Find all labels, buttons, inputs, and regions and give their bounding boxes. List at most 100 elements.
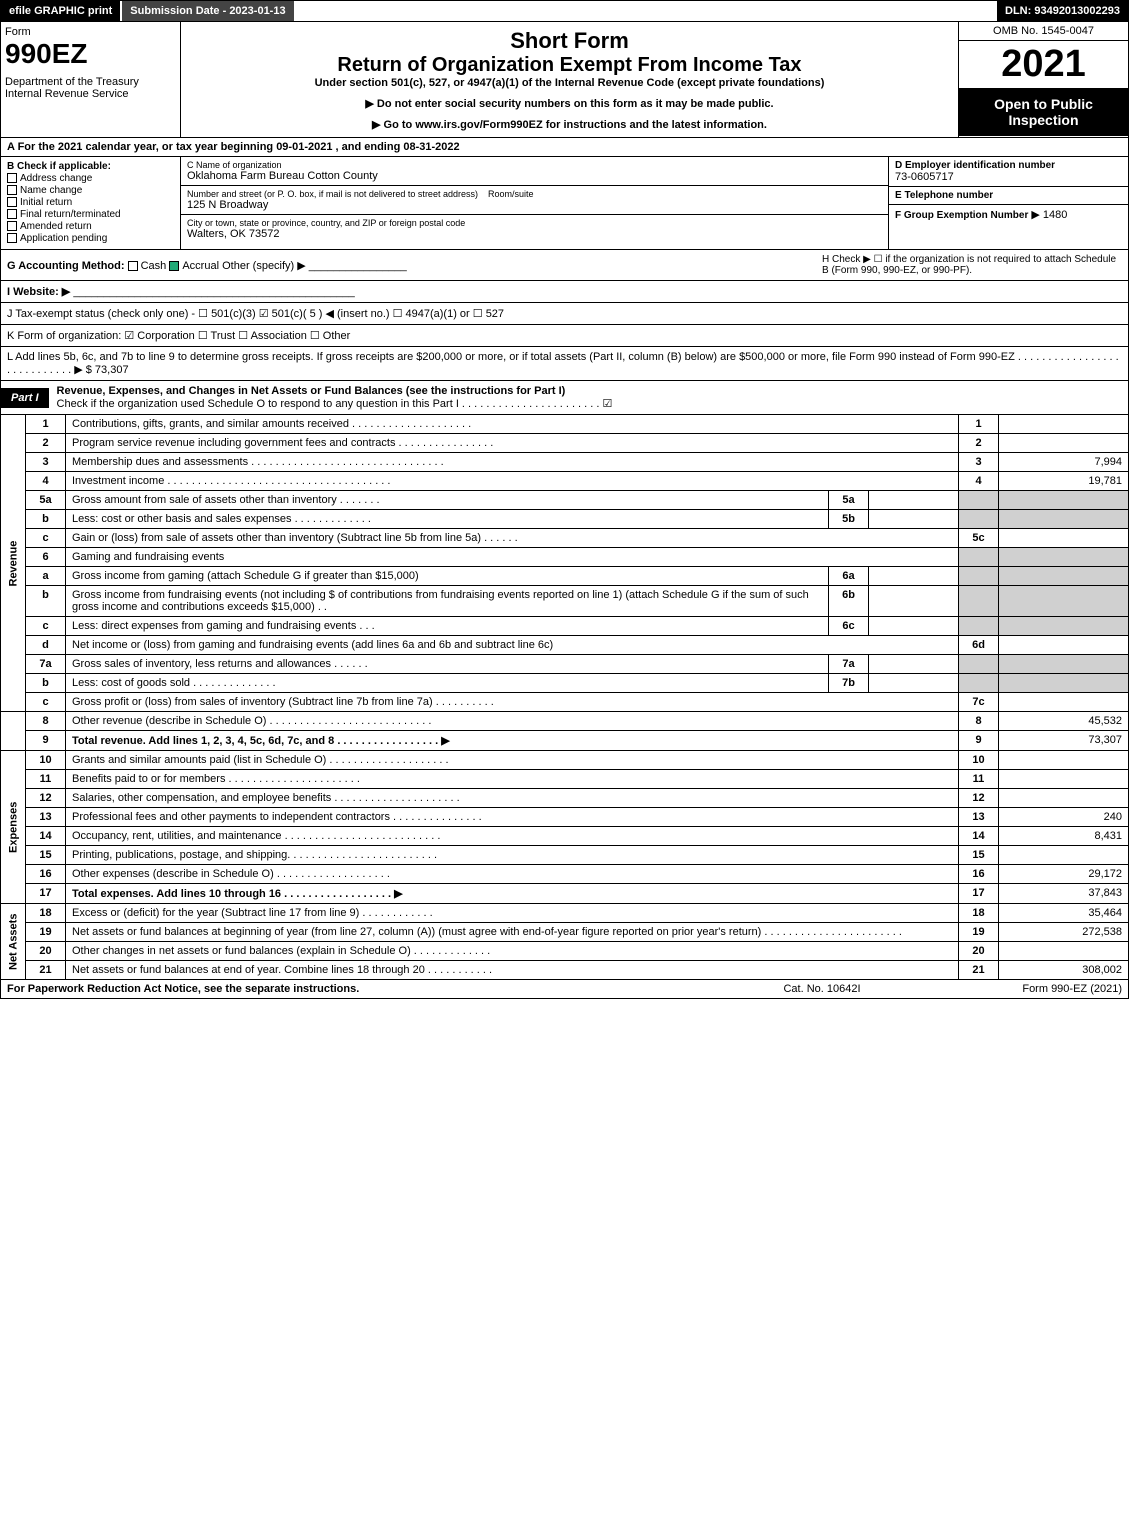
line-ref: 10 xyxy=(959,751,999,770)
line-desc: Gross income from gaming (attach Schedul… xyxy=(66,567,829,586)
line-value: 37,843 xyxy=(999,884,1129,904)
line-desc: Net income or (loss) from gaming and fun… xyxy=(66,636,959,655)
grey-cell xyxy=(959,548,999,567)
grey-cell xyxy=(999,491,1129,510)
line-value xyxy=(999,770,1129,789)
line-desc: Printing, publications, postage, and shi… xyxy=(66,846,959,865)
col-b-checkboxes: B Check if applicable: Address change Na… xyxy=(1,157,181,249)
line-desc: Gross sales of inventory, less returns a… xyxy=(66,655,829,674)
line-value: 308,002 xyxy=(999,961,1129,980)
ein: 73-0605717 xyxy=(895,171,1122,183)
line-desc: Less: cost of goods sold . . . . . . . .… xyxy=(66,674,829,693)
footer: For Paperwork Reduction Act Notice, see … xyxy=(0,980,1129,999)
line-desc: Contributions, gifts, grants, and simila… xyxy=(66,415,959,434)
footer-form-ref: Form 990-EZ (2021) xyxy=(922,983,1122,995)
cb-amended-return[interactable]: Amended return xyxy=(7,221,174,232)
mini-ref: 7b xyxy=(829,674,869,693)
line-desc: Program service revenue including govern… xyxy=(66,434,959,453)
row-l-gross-receipts: L Add lines 5b, 6c, and 7b to line 9 to … xyxy=(0,347,1129,381)
cb-address-change[interactable]: Address change xyxy=(7,173,174,184)
line-ref: 5c xyxy=(959,529,999,548)
cb-application-pending[interactable]: Application pending xyxy=(7,233,174,244)
submission-date: Submission Date - 2023-01-13 xyxy=(122,1,293,21)
dln: DLN: 93492013002293 xyxy=(997,1,1128,21)
line-num: c xyxy=(26,693,66,712)
form-label: Form xyxy=(5,26,176,38)
h-schedule-b: H Check ▶ ☐ if the organization is not r… xyxy=(822,254,1122,276)
line-value: 73,307 xyxy=(999,731,1129,751)
part-1-header: Part I Revenue, Expenses, and Changes in… xyxy=(0,381,1129,415)
line-value xyxy=(999,751,1129,770)
line-desc: Benefits paid to or for members . . . . … xyxy=(66,770,959,789)
grey-cell xyxy=(959,617,999,636)
line-ref: 15 xyxy=(959,846,999,865)
line-ref: 8 xyxy=(959,712,999,731)
part-1-check: Check if the organization used Schedule … xyxy=(57,398,613,410)
line-num: 6 xyxy=(26,548,66,567)
grey-cell xyxy=(999,674,1129,693)
c-city-label: City or town, state or province, country… xyxy=(187,218,882,228)
omb-number: OMB No. 1545-0047 xyxy=(959,22,1128,41)
footer-left: For Paperwork Reduction Act Notice, see … xyxy=(7,983,722,995)
g-other[interactable]: Other (specify) ▶ xyxy=(222,260,306,272)
line-desc: Gain or (loss) from sale of assets other… xyxy=(66,529,959,548)
cb-name-change[interactable]: Name change xyxy=(7,185,174,196)
b-label: B Check if applicable: xyxy=(7,161,174,172)
line-ref: 14 xyxy=(959,827,999,846)
g-cash[interactable]: Cash xyxy=(141,260,167,272)
line-num: b xyxy=(26,510,66,529)
line-ref: 9 xyxy=(959,731,999,751)
spacer xyxy=(1,712,26,751)
line-ref: 11 xyxy=(959,770,999,789)
department: Department of the Treasury Internal Reve… xyxy=(5,76,176,100)
form-header: Form 990EZ Department of the Treasury In… xyxy=(0,22,1129,138)
mini-ref: 5b xyxy=(829,510,869,529)
part-1-tab: Part I xyxy=(1,388,49,408)
mini-value xyxy=(869,586,959,617)
grey-cell xyxy=(999,655,1129,674)
grey-cell xyxy=(959,674,999,693)
open-to-public: Open to Public Inspection xyxy=(959,88,1128,136)
line-num: 13 xyxy=(26,808,66,827)
line-desc: Other changes in net assets or fund bala… xyxy=(66,942,959,961)
c-room-label: Room/suite xyxy=(488,189,534,199)
line-num: 17 xyxy=(26,884,66,904)
title-short-form: Short Form xyxy=(187,28,952,54)
grey-cell xyxy=(959,510,999,529)
d-label: D Employer identification number xyxy=(895,160,1122,171)
mini-ref: 6b xyxy=(829,586,869,617)
line-num: 2 xyxy=(26,434,66,453)
line-value xyxy=(999,636,1129,655)
g-accrual[interactable]: Accrual xyxy=(182,260,219,272)
line-num: 11 xyxy=(26,770,66,789)
line-value xyxy=(999,942,1129,961)
efile-print-button[interactable]: efile GRAPHIC print xyxy=(1,1,122,21)
line-num: c xyxy=(26,529,66,548)
grey-cell xyxy=(959,491,999,510)
org-name: Oklahoma Farm Bureau Cotton County xyxy=(187,170,882,182)
cb-initial-return[interactable]: Initial return xyxy=(7,197,174,208)
line-num: 8 xyxy=(26,712,66,731)
mini-value xyxy=(869,655,959,674)
part-1-title: Revenue, Expenses, and Changes in Net As… xyxy=(57,385,566,397)
line-value: 35,464 xyxy=(999,904,1129,923)
line-num: 19 xyxy=(26,923,66,942)
grey-cell xyxy=(959,586,999,617)
line-ref: 7c xyxy=(959,693,999,712)
g-label: G Accounting Method: xyxy=(7,260,125,272)
line-ref: 3 xyxy=(959,453,999,472)
line-value xyxy=(999,846,1129,865)
line-num: 20 xyxy=(26,942,66,961)
note-link[interactable]: ▶ Go to www.irs.gov/Form990EZ for instru… xyxy=(187,118,952,131)
footer-cat-no: Cat. No. 10642I xyxy=(722,983,922,995)
mini-ref: 5a xyxy=(829,491,869,510)
line-ref: 12 xyxy=(959,789,999,808)
line-value: 45,532 xyxy=(999,712,1129,731)
grey-cell xyxy=(999,567,1129,586)
cb-final-return[interactable]: Final return/terminated xyxy=(7,209,174,220)
line-num: 4 xyxy=(26,472,66,491)
line-value: 240 xyxy=(999,808,1129,827)
line-value: 272,538 xyxy=(999,923,1129,942)
revenue-label: Revenue xyxy=(1,415,26,712)
line-desc: Total revenue. Add lines 1, 2, 3, 4, 5c,… xyxy=(66,731,959,751)
